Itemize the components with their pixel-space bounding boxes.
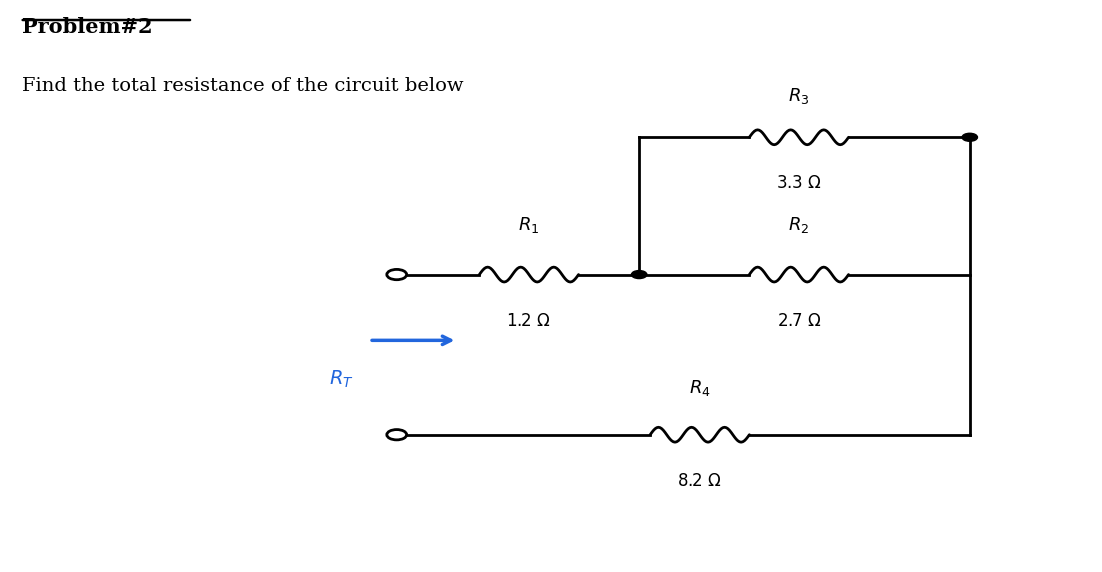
Text: $R_2$: $R_2$ — [788, 214, 810, 235]
Text: $R_3$: $R_3$ — [788, 86, 810, 106]
Circle shape — [962, 133, 977, 141]
Text: $R_1$: $R_1$ — [518, 214, 540, 235]
Text: 2.7 $\Omega$: 2.7 $\Omega$ — [777, 312, 821, 329]
Text: 3.3 $\Omega$: 3.3 $\Omega$ — [776, 174, 822, 192]
Text: Problem#2: Problem#2 — [22, 17, 153, 37]
Text: 8.2 $\Omega$: 8.2 $\Omega$ — [678, 472, 722, 490]
Text: $R_4$: $R_4$ — [689, 378, 711, 398]
Text: Find the total resistance of the circuit below: Find the total resistance of the circuit… — [22, 77, 464, 95]
Text: 1.2 $\Omega$: 1.2 $\Omega$ — [507, 312, 551, 329]
Circle shape — [631, 271, 647, 279]
Text: $R_T$: $R_T$ — [329, 369, 354, 390]
